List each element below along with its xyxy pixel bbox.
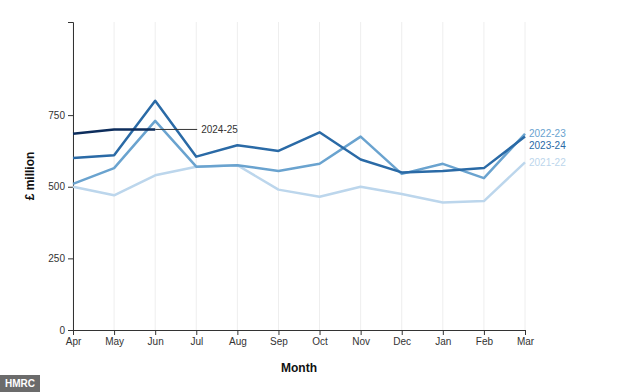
- x-tick: Sep: [270, 330, 288, 347]
- series-line: [73, 129, 155, 133]
- x-tick-label: Dec: [393, 336, 411, 347]
- x-tick: Jan: [435, 330, 451, 347]
- x-tick-mark: [525, 330, 526, 335]
- grid-line: [360, 22, 361, 330]
- x-tick-mark: [73, 330, 74, 335]
- x-axis: Apr May Jun Jul Aug Sep Oct Nov Dec Jan Feb Mar: [66, 330, 535, 347]
- x-tick-mark: [443, 330, 444, 335]
- series-labels: 2021-22 2022-232023-24 2024-25: [155, 124, 566, 168]
- series-label: 2024-25: [201, 124, 238, 135]
- x-tick-mark: [114, 330, 115, 335]
- grid-line: [525, 22, 526, 330]
- x-tick: Jun: [148, 330, 164, 347]
- series-line: [73, 101, 525, 173]
- x-tick: Aug: [229, 330, 247, 347]
- y-tick-label: 500: [48, 181, 65, 192]
- x-tick-mark: [402, 330, 403, 335]
- x-tick-label: May: [105, 336, 124, 347]
- grid-line: [278, 22, 279, 330]
- source: HMRC: [0, 375, 40, 392]
- y-tick-label: 250: [48, 253, 65, 264]
- y-tick: 250: [48, 253, 73, 264]
- grid-line: [237, 22, 238, 330]
- y-tick-mark: [68, 187, 73, 188]
- series-label: 2022-23: [529, 128, 566, 139]
- x-tick-mark: [361, 330, 362, 335]
- y-tick-mark: [68, 258, 73, 259]
- y-axis-title: £ million: [23, 152, 37, 201]
- x-tick-label: Jul: [190, 336, 203, 347]
- x-tick-label: Apr: [66, 336, 82, 347]
- y-tick: 500: [48, 181, 73, 192]
- label-leader: [155, 129, 197, 130]
- x-tick-label: Mar: [517, 336, 535, 347]
- grid-line: [114, 22, 115, 330]
- x-tick-label: Jun: [148, 336, 164, 347]
- x-tick: Feb: [476, 330, 494, 347]
- x-tick: Oct: [312, 330, 328, 347]
- y-tick-label: 0: [59, 325, 65, 336]
- y-tick-mark: [68, 330, 73, 331]
- x-tick: Apr: [66, 330, 82, 347]
- x-tick-mark: [155, 330, 156, 335]
- x-tick-mark: [484, 330, 485, 335]
- y-axis: 0 250 500 750: [48, 23, 73, 336]
- grid-line: [442, 22, 443, 330]
- x-tick: Mar: [517, 330, 535, 347]
- x-tick-label: Oct: [312, 336, 328, 347]
- grid: [73, 22, 525, 330]
- plot: 0 250 500 750 Apr May Jun Jul Aug Sep Oct Nov Dec Jan…: [48, 22, 566, 347]
- series-line: [73, 121, 525, 184]
- x-axis-title: Month: [281, 361, 317, 375]
- y-tick: 750: [48, 110, 73, 121]
- x-tick-label: Nov: [352, 336, 370, 347]
- grid-line: [196, 22, 197, 330]
- x-tick: May: [105, 330, 124, 347]
- y-tick-label: 750: [48, 110, 65, 121]
- y-tick-mark: [68, 115, 73, 116]
- x-tick-label: Feb: [476, 336, 494, 347]
- x-tick-mark: [320, 330, 321, 335]
- lines: [73, 101, 525, 203]
- x-tick: Dec: [393, 330, 411, 347]
- source-box: [0, 375, 40, 392]
- x-tick-mark: [196, 330, 197, 335]
- chart: 0 250 500 750 Apr May Jun Jul Aug Sep Oct Nov Dec Jan…: [0, 0, 634, 392]
- series-label: 2023-24: [529, 140, 566, 151]
- x-axis-line: [74, 331, 526, 336]
- x-tick: Nov: [352, 330, 370, 347]
- y-tick: 0: [59, 325, 73, 336]
- grid-line: [401, 22, 402, 330]
- y-axis-line: [68, 23, 74, 331]
- x-tick: Jul: [190, 330, 203, 347]
- x-tick-mark: [237, 330, 238, 335]
- grid-line: [319, 22, 320, 330]
- x-tick-mark: [278, 330, 279, 335]
- series-label: 2021-22: [529, 157, 566, 168]
- x-tick-label: Sep: [270, 336, 288, 347]
- x-tick-label: Jan: [435, 336, 451, 347]
- source-text: HMRC: [5, 378, 35, 389]
- x-tick-label: Aug: [229, 336, 247, 347]
